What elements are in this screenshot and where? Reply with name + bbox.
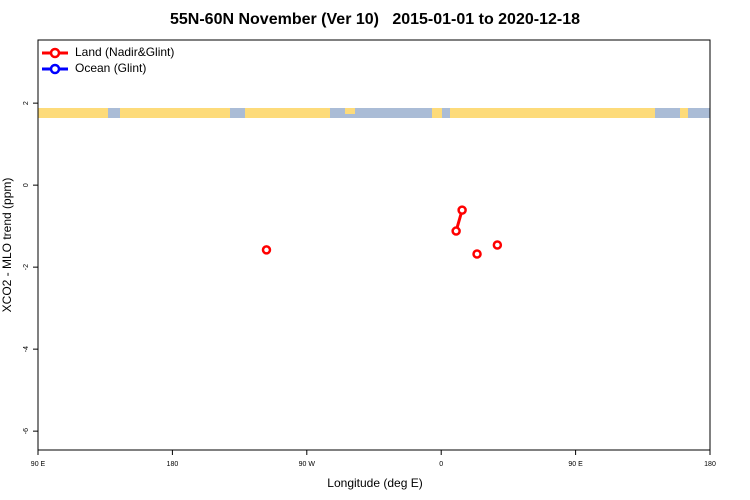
map-strip [38, 108, 710, 118]
data-point [492, 240, 503, 250]
x-tick-label: 90 W [299, 461, 316, 468]
x-tick-label: 90 E [31, 461, 46, 468]
chart-title: 55N-60N November (Ver 10) 2015-01-01 to … [170, 11, 580, 28]
data-point [457, 205, 467, 215]
x-tick-label: 180 [167, 461, 179, 468]
y-tick-label: 2 [23, 101, 30, 105]
data-point [472, 249, 482, 259]
legend-label: Ocean (Glint) [75, 61, 146, 75]
legend-label: Land (Nadir&Glint) [75, 45, 174, 59]
x-tick-label: 180 [704, 461, 716, 468]
y-tick-label: -4 [23, 346, 30, 352]
x-tick-label: 90 E [568, 461, 583, 468]
legend-marker [49, 63, 61, 75]
legend-marker [49, 47, 61, 59]
y-tick-label: -2 [23, 264, 30, 270]
x-axis-label: Longitude (deg E) [327, 476, 422, 490]
y-axis-label: XCO2 - MLO trend (ppm) [0, 178, 14, 313]
y-tick-label: 0 [23, 183, 30, 187]
x-tick-label: 0 [439, 461, 443, 468]
data-point [261, 245, 272, 255]
y-tick-label: -6 [23, 428, 30, 434]
plot-frame [37, 39, 711, 451]
data-point [451, 226, 461, 236]
